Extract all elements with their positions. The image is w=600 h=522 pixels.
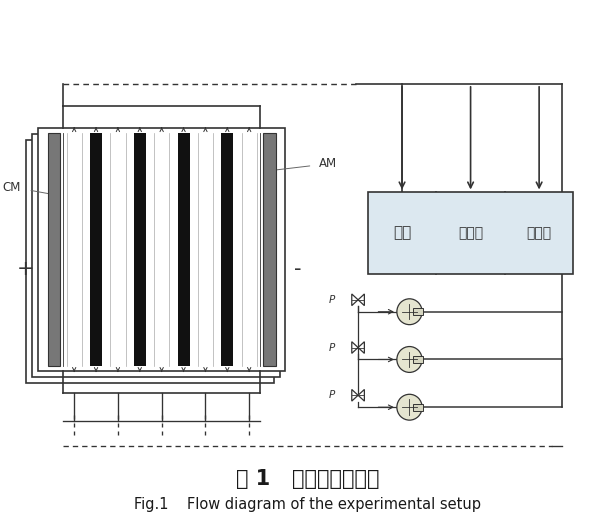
Bar [368, 193, 574, 274]
Polygon shape [352, 389, 358, 401]
Bar [107, 133, 129, 366]
Bar [134, 133, 146, 366]
Polygon shape [358, 342, 364, 353]
Circle shape [397, 347, 422, 372]
Text: 淡化室: 淡化室 [458, 226, 483, 240]
Bar [38, 128, 286, 372]
Bar [48, 133, 61, 366]
Text: -: - [294, 259, 302, 279]
Bar [194, 133, 217, 366]
Polygon shape [352, 342, 358, 353]
Bar [238, 133, 260, 366]
Text: +: + [17, 259, 34, 279]
Bar [90, 133, 102, 366]
Bar [413, 356, 424, 363]
Bar [221, 133, 233, 366]
Bar [263, 133, 275, 366]
Text: CM: CM [2, 182, 20, 195]
Text: 图 1   电滲析设备流程: 图 1 电滲析设备流程 [236, 469, 379, 489]
Text: P: P [329, 342, 335, 352]
Text: P: P [329, 390, 335, 400]
Bar [178, 133, 190, 366]
Text: AM: AM [319, 157, 337, 170]
Bar [413, 404, 424, 411]
Circle shape [397, 394, 422, 420]
Polygon shape [352, 294, 358, 305]
Polygon shape [358, 294, 364, 305]
Text: 浓缩室: 浓缩室 [527, 226, 551, 240]
Bar [63, 133, 85, 366]
Bar [151, 133, 173, 366]
Text: P: P [329, 295, 335, 305]
Bar [32, 134, 280, 377]
Circle shape [397, 299, 422, 325]
Polygon shape [358, 389, 364, 401]
Bar [26, 140, 274, 383]
Text: 极室: 极室 [393, 226, 411, 241]
Text: Fig.1    Flow diagram of the experimental setup: Fig.1 Flow diagram of the experimental s… [134, 497, 481, 512]
Bar [413, 308, 424, 315]
